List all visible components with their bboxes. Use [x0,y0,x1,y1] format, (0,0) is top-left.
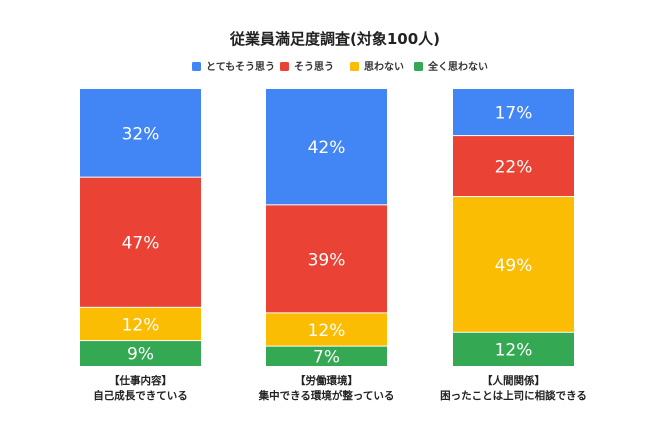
bar-segment [266,89,387,205]
bar-segment [80,177,201,307]
bars: 32% 47% 12% 9% 42% 39% 12% 7% 17% 22% 49% 12% [80,89,574,367]
category-label-line: 自己成長できている [93,389,188,402]
category-label: 【人間関係】困ったことは上司に相談できる [440,374,587,402]
bar-stack: 32% 47% 12% 9% [80,89,201,366]
data-label: 12% [495,340,533,360]
bar-segment [80,307,201,341]
legend-item: 思わない [350,61,404,73]
legend-swatch [192,62,201,71]
bar-stack: 17% 22% 49% 12% [453,89,574,366]
data-label: 47% [122,234,160,254]
bar-segment [266,313,387,346]
category-label-line: 【人間関係】 [482,374,545,387]
bar-segment [80,341,201,366]
category-label-line: 【仕事内容】 [109,374,172,387]
category-label-line: 【労働環境】 [295,374,358,387]
bar-segment [453,197,574,332]
data-label: 22% [495,158,533,178]
bar-segment [453,89,574,136]
legend-item: そう思う [280,61,334,73]
legend-label: とてもそう思う [206,61,275,73]
legend: とてもそう思う そう思う 思わない 全く思わない [192,60,488,73]
chart-title: 従業員満足度調査(対象100人) [229,30,440,48]
bar-segment [266,205,387,313]
data-label: 9% [127,345,154,365]
legend-swatch [280,62,289,71]
category-label-line: 集中できる環境が整っている [258,389,395,402]
bar-segment [266,346,387,366]
legend-label: そう思う [294,61,334,73]
category-label: 【労働環境】集中できる環境が整っている [258,374,395,402]
data-label: 42% [308,138,346,158]
bar-segment [453,332,574,366]
legend-label: 思わない [364,61,404,73]
category-labels: 【仕事内容】自己成長できている 【労働環境】集中できる環境が整っている 【人間関係】… [93,374,587,402]
bar-segment [453,136,574,197]
legend-swatch [414,62,423,71]
data-label: 12% [122,315,160,335]
data-label: 39% [308,250,346,270]
bar-segment [80,89,201,177]
data-label: 17% [495,104,533,124]
legend-item: 全く思わない [414,60,488,73]
legend-item: とてもそう思う [192,61,275,73]
legend-label: 全く思わない [427,60,488,73]
category-label-line: 困ったことは上司に相談できる [440,389,587,402]
data-label: 32% [122,124,160,144]
data-label: 7% [313,347,340,367]
data-label: 49% [495,256,533,276]
bar-stack: 42% 39% 12% 7% [266,89,387,367]
legend-swatch [350,62,359,71]
category-label: 【仕事内容】自己成長できている [93,374,188,402]
data-label: 12% [308,321,346,341]
